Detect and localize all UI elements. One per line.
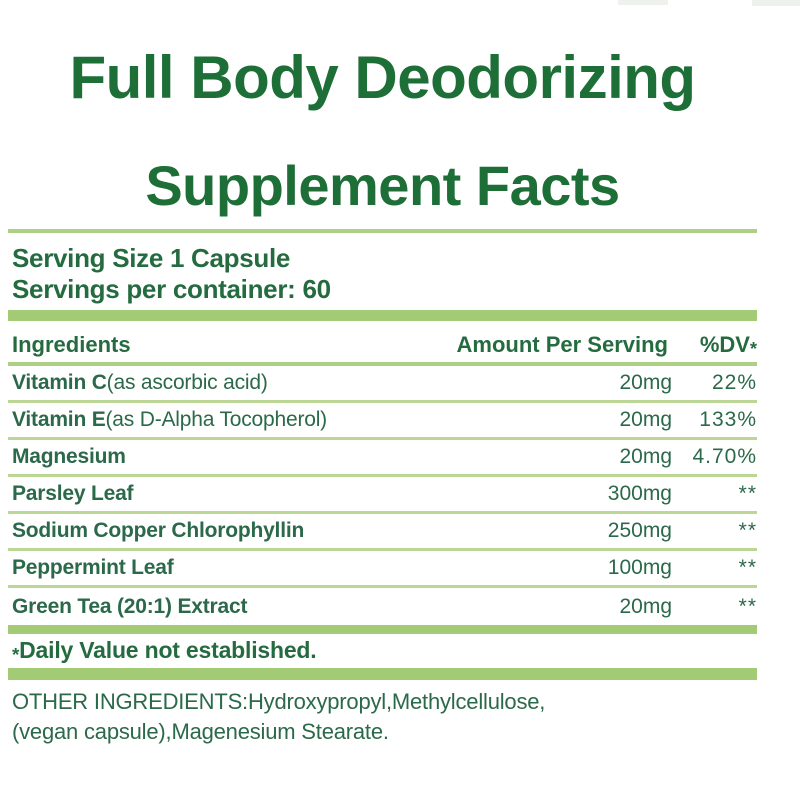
other-ingredients-line1: OTHER INGREDIENTS:Hydroxypropyl,Methylce… [12,689,546,714]
divider-top [8,229,757,233]
ingredient-dv: 22% [711,371,757,394]
ingredient-dv: 133% [699,408,757,431]
dv-asterisk: * [749,339,757,359]
ingredient-name: Parsley Leaf [12,482,134,505]
ingredient-dv: ** [738,594,757,618]
other-ingredients-line2: (vegan capsule),Magenesium Stearate. [12,719,389,744]
label-content: Full Body Deodorizing Supplement Facts S… [8,0,757,800]
footnote-asterisk: * [12,644,20,665]
table-row: Peppermint Leaf 100mg ** [8,551,757,588]
table-row: Magnesium 20mg 4.70% [8,440,757,477]
supplement-facts-heading: Supplement Facts [145,154,620,217]
top-edge-artifact [752,0,800,6]
ingredient-dv: ** [738,556,757,579]
ingredients-table: Vitamin C(as ascorbic acid) 20mg 22% Vit… [8,366,757,625]
ingredient-name: Magnesium [12,445,126,468]
servings-per-container: Servings per container: 60 [12,274,331,304]
divider-header [8,362,757,366]
ingredient-amount: 20mg [619,371,672,394]
table-row: Vitamin E(as D-Alpha Tocopherol) 20mg 13… [8,403,757,440]
column-header-ingredients: Ingredients [12,332,131,357]
table-row: Green Tea (20:1) Extract 20mg ** [8,588,757,625]
ingredient-amount: 300mg [607,482,672,505]
footnote-text: Daily Value not established. [19,637,317,663]
ingredient-amount: 20mg [619,594,672,618]
divider-footnote [8,668,757,680]
ingredient-dv: ** [738,482,757,505]
ingredient-amount: 20mg [619,408,672,431]
ingredient-amount: 20mg [619,445,672,468]
ingredient-name: Peppermint Leaf [12,556,174,579]
product-title: Full Body Deodorizing [69,44,696,111]
serving-size: Serving Size 1 Capsule [12,243,291,273]
ingredient-amount: 250mg [607,519,672,542]
ingredient-dv: 4.70% [692,445,757,468]
daily-value-footnote: *Daily Value not established. [12,636,317,666]
ingredient-dv: ** [738,519,757,542]
dv-label: %DV [699,332,750,357]
ingredient-name: Sodium Copper Chlorophyllin [12,519,305,542]
table-row: Sodium Copper Chlorophyllin 250mg ** [8,514,757,551]
ingredient-name: Vitamin E(as D-Alpha Tocopherol) [12,408,327,431]
table-header-row: Ingredients Amount Per Serving %DV* [8,332,757,360]
top-edge-artifact [618,0,668,5]
other-ingredients: OTHER INGREDIENTS:Hydroxypropyl,Methylce… [12,687,545,747]
ingredient-name: Green Tea (20:1) Extract [12,594,248,618]
divider-serving [8,310,757,321]
column-header-dv: %DV* [699,332,757,359]
ingredient-name: Vitamin C(as ascorbic acid) [12,371,268,394]
table-row: Parsley Leaf 300mg ** [8,477,757,514]
column-header-amount: Amount Per Serving [456,332,668,357]
serving-info: Serving Size 1 Capsule Servings per cont… [12,243,331,305]
divider-rows-end [8,625,757,634]
ingredient-amount: 100mg [607,556,672,579]
table-row: Vitamin C(as ascorbic acid) 20mg 22% [8,366,757,403]
